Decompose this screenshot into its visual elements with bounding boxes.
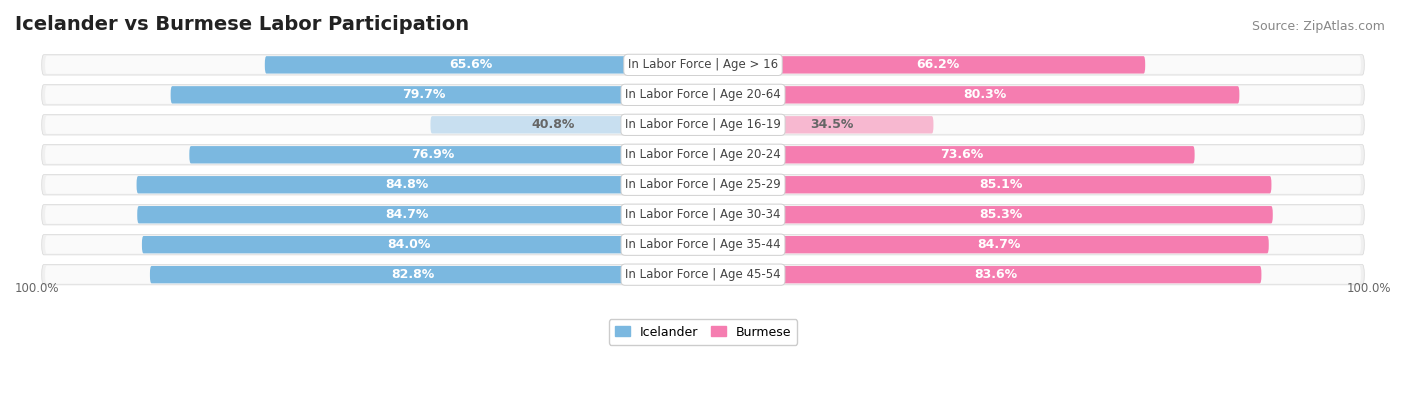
Text: In Labor Force | Age > 16: In Labor Force | Age > 16 — [628, 58, 778, 71]
FancyBboxPatch shape — [706, 206, 1272, 224]
FancyBboxPatch shape — [45, 86, 1361, 104]
FancyBboxPatch shape — [45, 206, 1361, 224]
Text: Source: ZipAtlas.com: Source: ZipAtlas.com — [1251, 20, 1385, 33]
FancyBboxPatch shape — [150, 266, 700, 283]
Text: 80.3%: 80.3% — [963, 88, 1007, 102]
Text: In Labor Force | Age 25-29: In Labor Force | Age 25-29 — [626, 178, 780, 191]
Legend: Icelander, Burmese: Icelander, Burmese — [609, 319, 797, 345]
FancyBboxPatch shape — [190, 146, 700, 164]
Text: In Labor Force | Age 20-24: In Labor Force | Age 20-24 — [626, 148, 780, 161]
Text: Icelander vs Burmese Labor Participation: Icelander vs Burmese Labor Participation — [15, 15, 470, 34]
Text: 100.0%: 100.0% — [1347, 282, 1391, 295]
Text: 34.5%: 34.5% — [810, 118, 853, 131]
FancyBboxPatch shape — [42, 265, 1364, 285]
Text: 83.6%: 83.6% — [974, 268, 1017, 281]
Text: In Labor Force | Age 45-54: In Labor Force | Age 45-54 — [626, 268, 780, 281]
FancyBboxPatch shape — [142, 236, 700, 253]
FancyBboxPatch shape — [42, 145, 1364, 165]
FancyBboxPatch shape — [42, 55, 1364, 75]
FancyBboxPatch shape — [706, 56, 1146, 73]
Text: 84.0%: 84.0% — [388, 238, 430, 251]
Text: 100.0%: 100.0% — [15, 282, 59, 295]
FancyBboxPatch shape — [45, 56, 1361, 74]
Text: 84.7%: 84.7% — [385, 208, 429, 221]
FancyBboxPatch shape — [706, 266, 1261, 283]
FancyBboxPatch shape — [45, 116, 1361, 134]
FancyBboxPatch shape — [42, 115, 1364, 135]
FancyBboxPatch shape — [45, 176, 1361, 194]
Text: 85.3%: 85.3% — [980, 208, 1024, 221]
FancyBboxPatch shape — [170, 86, 700, 103]
Text: 65.6%: 65.6% — [449, 58, 492, 71]
FancyBboxPatch shape — [706, 146, 1195, 164]
FancyBboxPatch shape — [430, 116, 700, 134]
FancyBboxPatch shape — [42, 235, 1364, 255]
FancyBboxPatch shape — [138, 206, 700, 224]
FancyBboxPatch shape — [706, 116, 934, 134]
FancyBboxPatch shape — [42, 175, 1364, 195]
Text: 66.2%: 66.2% — [915, 58, 959, 71]
Text: In Labor Force | Age 16-19: In Labor Force | Age 16-19 — [626, 118, 780, 131]
FancyBboxPatch shape — [136, 176, 700, 194]
FancyBboxPatch shape — [45, 266, 1361, 284]
Text: 84.7%: 84.7% — [977, 238, 1021, 251]
Text: 85.1%: 85.1% — [979, 178, 1022, 191]
FancyBboxPatch shape — [42, 205, 1364, 225]
FancyBboxPatch shape — [706, 176, 1271, 194]
Text: 73.6%: 73.6% — [941, 148, 984, 161]
FancyBboxPatch shape — [42, 85, 1364, 105]
Text: 79.7%: 79.7% — [402, 88, 446, 102]
Text: 82.8%: 82.8% — [391, 268, 434, 281]
FancyBboxPatch shape — [264, 56, 700, 73]
Text: 40.8%: 40.8% — [531, 118, 575, 131]
FancyBboxPatch shape — [45, 236, 1361, 254]
FancyBboxPatch shape — [706, 86, 1239, 103]
Text: 84.8%: 84.8% — [385, 178, 427, 191]
FancyBboxPatch shape — [706, 236, 1268, 253]
Text: In Labor Force | Age 20-64: In Labor Force | Age 20-64 — [626, 88, 780, 102]
FancyBboxPatch shape — [45, 146, 1361, 164]
Text: In Labor Force | Age 35-44: In Labor Force | Age 35-44 — [626, 238, 780, 251]
Text: In Labor Force | Age 30-34: In Labor Force | Age 30-34 — [626, 208, 780, 221]
Text: 76.9%: 76.9% — [411, 148, 454, 161]
